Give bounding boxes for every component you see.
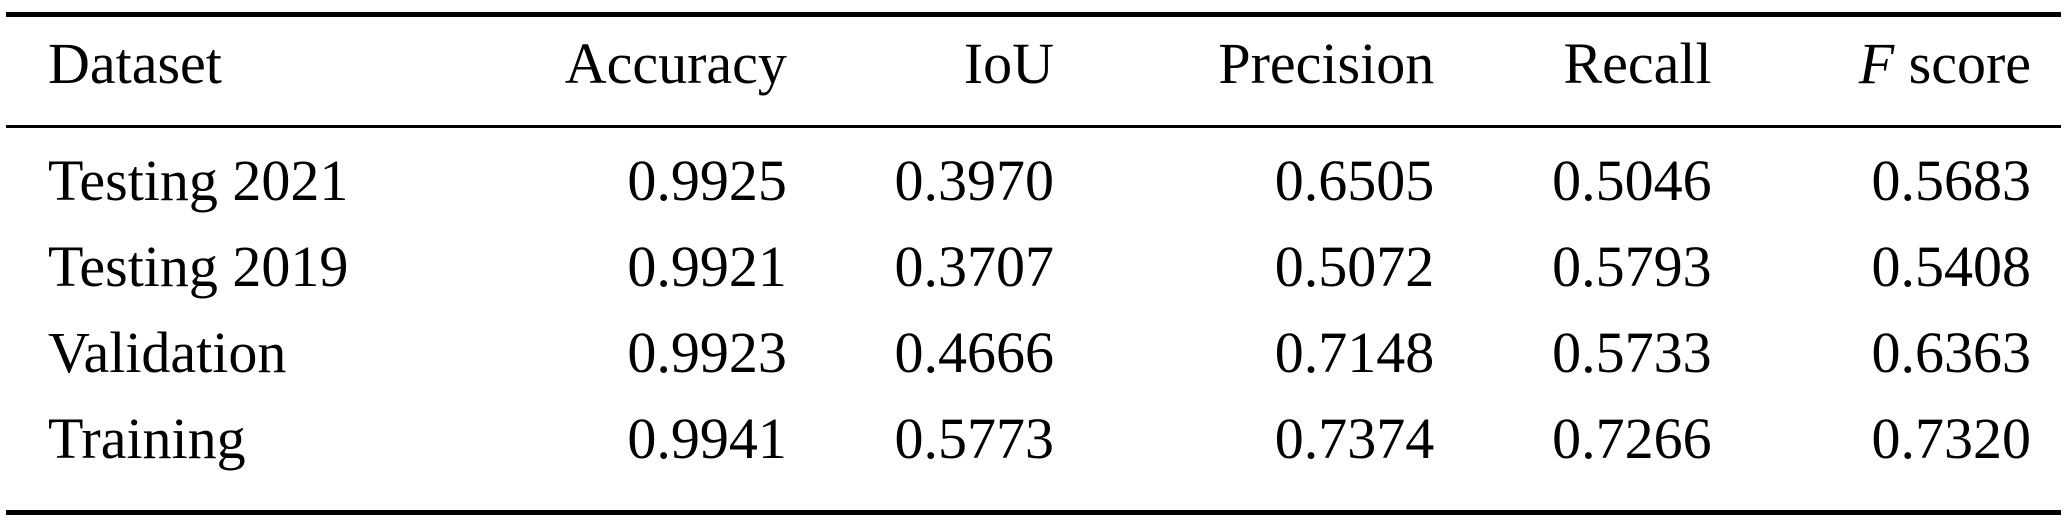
cell-dataset: Testing 2019 <box>48 234 349 299</box>
cell-recall: 0.5733 <box>1552 320 1712 385</box>
table-row: Training 0.9941 0.5773 0.7374 0.7266 0.7… <box>6 396 2061 513</box>
cell-fscore: 0.6363 <box>1871 320 2032 385</box>
cell-fscore: 0.5408 <box>1871 234 2032 299</box>
column-header-recall: Recall <box>1434 14 1712 128</box>
column-header-fscore: F score <box>1711 14 2061 128</box>
cell-accuracy: 0.9925 <box>627 148 787 213</box>
cell-precision: 0.7148 <box>1274 320 1435 385</box>
cell-fscore: 0.5683 <box>1871 148 2032 213</box>
table-row: Testing 2019 0.9921 0.3707 0.5072 0.5793… <box>6 224 2061 310</box>
column-header-precision: Precision <box>1054 14 1435 128</box>
cell-precision: 0.6505 <box>1274 148 1435 213</box>
cell-dataset: Testing 2021 <box>48 148 349 213</box>
column-header-accuracy: Accuracy <box>519 14 787 128</box>
column-header-dataset: Dataset <box>6 14 520 128</box>
cell-iou: 0.4666 <box>894 320 1055 385</box>
cell-recall: 0.7266 <box>1552 406 1712 471</box>
table-row: Testing 2021 0.9925 0.3970 0.6505 0.5046… <box>6 127 2061 225</box>
fscore-rest: score <box>1894 31 2031 96</box>
cell-fscore: 0.7320 <box>1871 406 2032 471</box>
cell-precision: 0.5072 <box>1274 234 1435 299</box>
table-row: Validation 0.9923 0.4666 0.7148 0.5733 0… <box>6 310 2061 396</box>
results-table: Dataset Accuracy IoU Precision Recall F … <box>6 12 2061 515</box>
cell-accuracy: 0.9923 <box>627 320 787 385</box>
cell-iou: 0.5773 <box>894 406 1055 471</box>
cell-recall: 0.5793 <box>1552 234 1712 299</box>
fscore-italic-f: F <box>1858 31 1895 96</box>
cell-dataset: Training <box>48 406 246 471</box>
cell-dataset: Validation <box>48 320 287 385</box>
cell-precision: 0.7374 <box>1274 406 1435 471</box>
header-row: Dataset Accuracy IoU Precision Recall F … <box>6 14 2061 128</box>
cell-accuracy: 0.9921 <box>627 234 787 299</box>
cell-accuracy: 0.9941 <box>627 406 787 471</box>
cell-iou: 0.3707 <box>894 234 1055 299</box>
cell-iou: 0.3970 <box>894 148 1055 213</box>
column-header-iou: IoU <box>786 14 1055 128</box>
cell-recall: 0.5046 <box>1552 148 1712 213</box>
